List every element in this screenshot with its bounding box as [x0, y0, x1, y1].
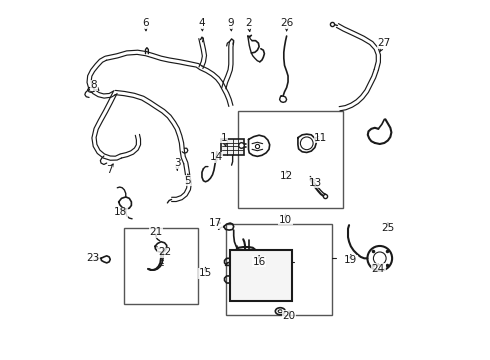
Text: 26: 26: [280, 18, 293, 28]
Text: 7: 7: [106, 165, 113, 175]
Text: 21: 21: [149, 227, 163, 237]
Bar: [124, 228, 198, 304]
Text: 13: 13: [309, 178, 322, 188]
Text: 12: 12: [280, 171, 293, 181]
Text: 24: 24: [372, 264, 385, 274]
Text: 18: 18: [114, 207, 127, 217]
Bar: [238, 111, 343, 208]
Text: 10: 10: [279, 215, 292, 225]
Text: 9: 9: [227, 18, 234, 28]
Text: 4: 4: [198, 18, 205, 28]
Text: 25: 25: [381, 222, 394, 233]
Bar: [221, 139, 244, 155]
Text: 1: 1: [220, 133, 227, 143]
Text: 15: 15: [199, 269, 212, 279]
Text: 19: 19: [344, 256, 358, 265]
Text: 20: 20: [283, 311, 295, 321]
Text: 5: 5: [185, 176, 191, 186]
Text: 3: 3: [174, 158, 181, 168]
Bar: [230, 249, 292, 301]
Text: 11: 11: [314, 133, 327, 143]
Text: 17: 17: [209, 218, 222, 228]
Text: 2: 2: [245, 18, 252, 28]
Text: 27: 27: [378, 38, 391, 48]
Text: 22: 22: [158, 247, 171, 257]
Text: 23: 23: [86, 253, 99, 263]
Text: 14: 14: [209, 152, 222, 162]
Text: 16: 16: [252, 257, 266, 267]
Text: 6: 6: [142, 18, 149, 28]
Text: 8: 8: [91, 80, 98, 90]
Bar: [225, 224, 333, 315]
